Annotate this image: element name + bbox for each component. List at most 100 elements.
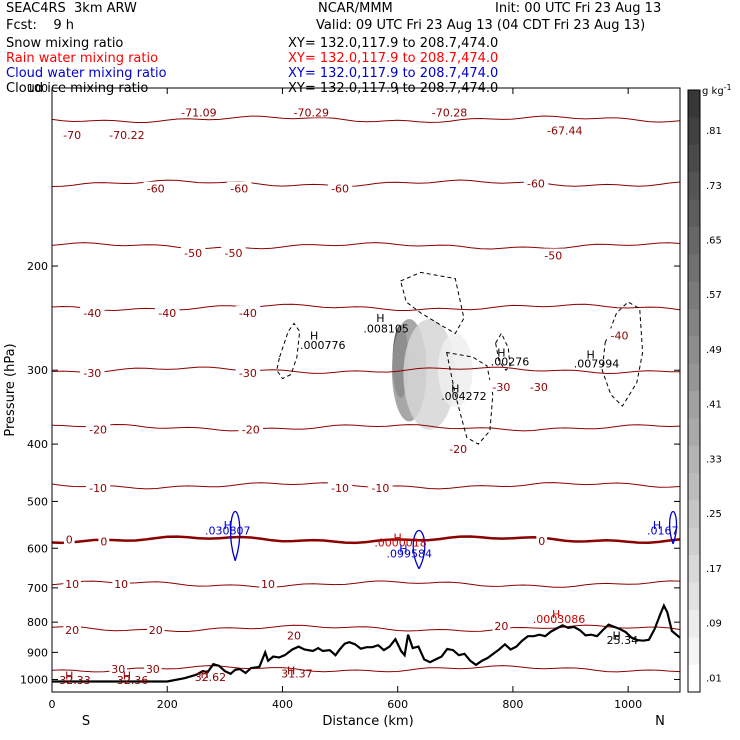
x-tick-label: 1000 <box>614 698 642 711</box>
contour-label: -30 <box>83 367 101 380</box>
contour-label: -70 <box>63 129 81 142</box>
extremum-label: .0000018 <box>374 537 427 550</box>
colorbar-swatch <box>688 363 700 392</box>
colorbar-swatch <box>688 582 700 611</box>
extremum-label: H <box>497 346 505 359</box>
contour-label: 20 <box>65 624 79 637</box>
x-axis-right-end: N <box>655 714 665 729</box>
valid-label: Valid: 09 UTC Fri 23 Aug 13 (04 CDT Fri … <box>316 18 646 33</box>
contour-label: 0 <box>100 536 107 549</box>
contour-label-bg <box>327 181 353 194</box>
contour-label-bg <box>238 422 263 435</box>
contour-label-bg <box>155 305 180 318</box>
isotherm-line <box>52 242 680 250</box>
model-label: SEAC4RS 3km ARW <box>6 1 137 16</box>
colorbar-tick-label: .33 <box>706 454 722 465</box>
terrain-line <box>52 602 681 683</box>
y-axis-title: Pressure (hPa) <box>3 343 18 436</box>
contour-label: -50 <box>544 250 562 263</box>
contour-label-bg <box>445 442 471 455</box>
contour-label-bg <box>104 127 150 140</box>
isotherm-line <box>52 115 680 123</box>
terrain-profile <box>52 602 681 683</box>
colorbar-swatch <box>688 609 700 638</box>
isotherm-line <box>52 624 680 632</box>
extremum-label: H <box>123 670 131 683</box>
extremum-label: H <box>310 329 318 342</box>
colorbar: .81 .73 .65 .57 .49 .41 .33 .25 .17 .09 .01 <box>687 89 722 693</box>
axes: 0 200 400 600 800 100010020030040050060070080… <box>20 82 680 711</box>
colorbar-swatch <box>688 500 700 529</box>
extremum-label: 31.37 <box>281 667 313 680</box>
contour-label-bg <box>607 328 632 341</box>
colorbar-unit-exp: -1 <box>724 83 732 92</box>
contour-label-bg <box>327 481 353 494</box>
colorbar-swatch <box>688 199 700 228</box>
extremum-label: .007994 <box>574 357 620 370</box>
colorbar-swatch <box>688 391 700 419</box>
colorbar-swatch <box>688 473 700 501</box>
contour-label-bg <box>176 105 222 118</box>
contour-label-bg <box>85 422 111 435</box>
center-label: NCAR/MMM <box>318 1 393 16</box>
contour-label-bg <box>80 365 105 378</box>
contour-label-bg <box>235 365 261 378</box>
colorbar-swatch <box>688 172 700 200</box>
colorbar-swatch <box>688 144 700 173</box>
colorbar-tick-label: .49 <box>706 345 722 356</box>
contour-label: -50 <box>184 247 202 260</box>
contour-label-bg <box>235 305 261 318</box>
extremum-label: .0167 <box>647 525 679 538</box>
contour-label: 20 <box>149 624 163 637</box>
contour-label: -70.29 <box>294 106 329 119</box>
field-snow-label: Snow mixing ratio <box>6 36 124 51</box>
y-tick-label: 100 <box>27 82 48 95</box>
contour-label-bg <box>368 481 393 494</box>
contour-label: -70.22 <box>109 129 144 142</box>
cloud-ice-contours <box>276 271 644 445</box>
field-cloudwater-label: Cloud water mixing ratio <box>6 66 167 81</box>
contour-label-bg <box>541 248 566 261</box>
contour-label: -30 <box>492 381 510 394</box>
contour-label: -60 <box>147 183 165 196</box>
extremum-label: H <box>287 664 295 677</box>
contour-label-bg <box>63 532 75 545</box>
colorbar-swatch <box>688 527 700 556</box>
colorbar-swatch <box>688 637 700 666</box>
contour-label: -20 <box>89 424 107 437</box>
cloud-ice-contour <box>400 271 465 335</box>
extremum-label: .0003086 <box>533 613 586 626</box>
contour-label-bg <box>427 105 472 118</box>
colorbar-tick-label: .73 <box>706 181 722 192</box>
extremum-label: 32.62 <box>195 671 227 684</box>
extremum-label: .000776 <box>300 339 346 352</box>
y-tick-label: 200 <box>27 260 48 273</box>
colorbar-tick-label: .57 <box>706 290 722 301</box>
y-tick-label: 400 <box>27 438 48 451</box>
contour-label: 10 <box>114 578 128 591</box>
y-tick-label: 500 <box>27 495 48 508</box>
cloud-water-contour <box>412 529 426 570</box>
colorbar-tick-label: .01 <box>706 673 722 684</box>
extremum-label: H <box>587 348 595 361</box>
contour-label: -60 <box>527 177 545 190</box>
contour-label-bg <box>109 661 128 674</box>
contour-label: -71.09 <box>181 106 216 119</box>
colorbar-swatch <box>688 418 700 447</box>
contour-label: 30 <box>146 663 160 676</box>
extremum-label: .030807 <box>205 525 251 538</box>
contour-label-bg <box>492 618 511 631</box>
isotherm-line <box>52 535 680 545</box>
contour-label: 10 <box>65 578 79 591</box>
extremum-label: H <box>65 670 73 683</box>
contour-label: -30 <box>530 381 548 394</box>
contour-label-bg <box>221 245 246 258</box>
colorbar-swatch <box>688 254 700 283</box>
field-rain-label: Rain water mixing ratio <box>6 51 159 66</box>
colorbar-swatch <box>688 226 700 255</box>
contour-label: -20 <box>242 424 260 437</box>
extremum-label: 32.33 <box>59 674 91 687</box>
contour-label: 0 <box>538 535 545 548</box>
colorbar-swatch <box>688 336 700 365</box>
contour-label: 0 <box>66 534 73 547</box>
